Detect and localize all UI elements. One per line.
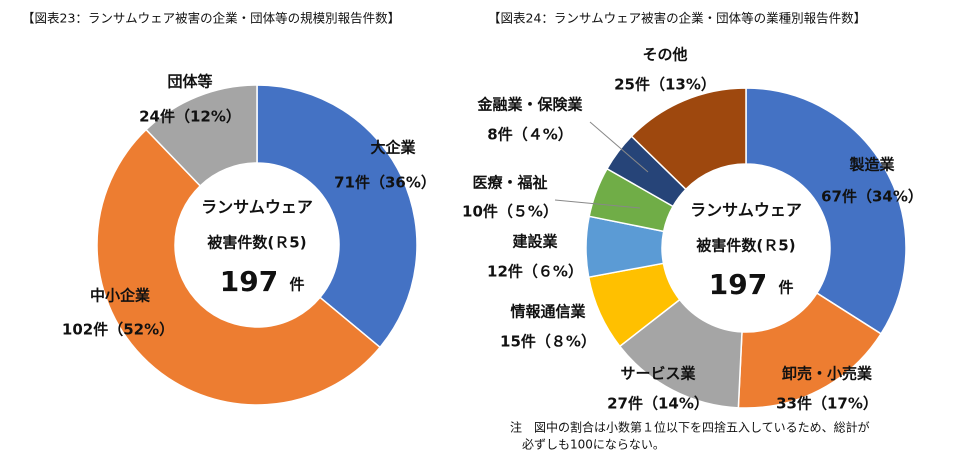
value-label: 12件（６%） <box>487 263 583 281</box>
value-label: 25件（13%） <box>614 76 716 94</box>
value-label: 15件（８%） <box>500 333 596 351</box>
center-total: 197 <box>220 265 278 298</box>
donut-slice <box>145 84 258 187</box>
category-label: サービス業 <box>620 365 696 383</box>
category-label: その他 <box>642 46 687 64</box>
donut-slice <box>256 84 418 349</box>
category-label: 金融業・保険業 <box>476 96 583 114</box>
category-label: 情報通信業 <box>510 303 586 321</box>
center-label: 被害件数(Ｒ5) <box>207 234 306 252</box>
value-label: 8件（４%） <box>487 126 572 144</box>
donut-slice <box>630 87 747 191</box>
center-label: ランサムウェア <box>201 198 313 217</box>
value-label: 27件（14%） <box>607 395 709 413</box>
chart-title: 【図表23：ランサムウェア被害の企業・団体等の規模別報告件数】 <box>22 11 400 26</box>
leader-line <box>589 121 649 173</box>
category-label: 医療・福祉 <box>472 174 547 192</box>
center-total: 197 <box>709 268 767 301</box>
leader-line <box>554 199 641 209</box>
value-label: 33件（17%） <box>776 395 878 413</box>
note: 注 図中の割合は小数第１位以下を四捨五入しているため、総計が <box>510 420 870 435</box>
center-label: ランサムウェア <box>690 201 802 220</box>
value-label: 24件（12%） <box>139 108 241 126</box>
category-label: 中小企業 <box>90 287 151 305</box>
category-label: 大企業 <box>370 139 416 157</box>
value-label: 67件（34%） <box>821 188 923 206</box>
donut-slice <box>96 128 382 406</box>
category-label: 製造業 <box>848 156 895 174</box>
center-unit: 件 <box>778 279 793 297</box>
chart-title: 【図表24：ランサムウェア被害の企業・団体等の業種別報告件数】 <box>488 11 866 26</box>
value-label: 102件（52%） <box>62 321 174 339</box>
category-label: 建設業 <box>512 233 558 251</box>
donut-slice <box>745 87 907 335</box>
note: 必ずしも100にならない。 <box>522 438 665 452</box>
category-label: 団体等 <box>167 73 212 91</box>
value-label: 71件（36%） <box>334 174 436 192</box>
center-unit: 件 <box>289 276 304 294</box>
value-label: 10件（５%） <box>462 203 558 221</box>
center-label: 被害件数(Ｒ5) <box>696 237 795 255</box>
category-label: 卸売・小売業 <box>782 365 873 383</box>
